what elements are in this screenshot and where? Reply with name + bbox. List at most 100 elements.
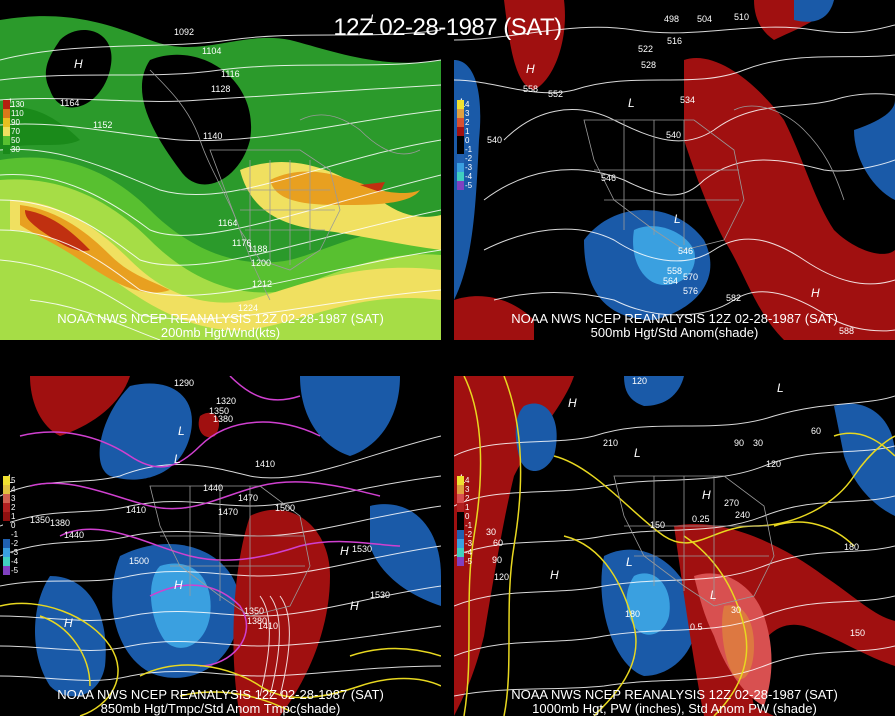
legend-swatch [3, 539, 10, 549]
map-main-title: 12Z 02-28-1987 (SAT) [333, 14, 562, 41]
legend-label: 0 [465, 512, 470, 522]
legend-swatch [457, 154, 464, 164]
panel-caption-source: NOAA NWS NCEP REANALYSIS 12Z 02-28-1987 … [57, 311, 384, 326]
legend-swatch [457, 100, 464, 110]
contour-label: 90 [734, 438, 745, 448]
contour-label: 576 [683, 286, 699, 296]
legend-label: 4 [465, 476, 470, 486]
legend-entry: -3 [3, 548, 19, 558]
legend-entry: -1 [457, 145, 473, 155]
legend-label: -2 [465, 154, 473, 164]
contour-label: 1440 [64, 530, 85, 540]
contour-label: 30 [753, 438, 764, 448]
contour-label: 1164 [60, 98, 80, 108]
legend-swatch [457, 172, 464, 182]
legend-swatch [3, 485, 10, 495]
legend-label: 2 [11, 503, 16, 513]
legend-swatch [3, 145, 10, 155]
legend-entry: 70 [3, 127, 20, 137]
legend-label: -3 [465, 163, 473, 173]
legend-swatch [3, 548, 10, 558]
contour-label: 90 [492, 555, 503, 565]
legend-label: 1 [465, 503, 470, 513]
legend-swatch [3, 503, 10, 513]
legend-label: 3 [11, 494, 16, 504]
panel-200mb: 130 110 90 70 50 30 L H L 1092 1104 1116 1128… [0, 0, 441, 340]
legend-label: -3 [465, 539, 473, 549]
legend-label: 3 [465, 109, 470, 119]
contour-label: 1470 [238, 493, 259, 503]
contour-label: 1410 [255, 459, 276, 469]
contour-label: 1470 [218, 507, 239, 517]
legend-swatch [457, 503, 464, 513]
contour-label: 1188 [248, 244, 268, 254]
legend-entry: 3 [457, 485, 473, 495]
contour-label: 528 [641, 60, 657, 70]
contour-label: 552 [548, 89, 564, 99]
legend-entry: -4 [457, 172, 473, 182]
low-pressure-marker: L [7, 472, 14, 486]
wind-speed-legend: 130 110 90 70 50 30 [3, 100, 24, 155]
legend-label: 3 [465, 485, 470, 495]
legend-swatch [3, 100, 10, 110]
low-pressure-marker: L [634, 446, 641, 460]
contour-label: 558 [667, 266, 683, 276]
contour-label: 582 [726, 293, 742, 303]
legend-entry: 0 [457, 512, 473, 522]
pw-anom-legend: 4 3 2 1 0 -1 -2 -3 -4 -5 [457, 476, 473, 567]
legend-swatch [3, 521, 10, 531]
legend-label: 2 [465, 494, 470, 504]
panel-850mb: 5 4 3 2 1 0 -1 -2 -3 -4 -5 L L L H H H H 1290 1320… [0, 376, 441, 716]
legend-swatch [3, 118, 10, 128]
legend-entry: -4 [457, 548, 473, 558]
legend-label: -4 [465, 548, 473, 558]
contour-label: 150 [850, 628, 866, 638]
legend-label: 2 [465, 118, 470, 128]
map-850mb [0, 376, 441, 716]
legend-swatch [457, 494, 464, 504]
legend-swatch [3, 136, 10, 146]
legend-label: 4 [465, 100, 470, 110]
legend-swatch [457, 539, 464, 549]
contour-label: 1164 [218, 218, 238, 228]
high-pressure-marker: H [526, 62, 535, 76]
legend-swatch [3, 566, 10, 576]
contour-label: 540 [666, 130, 682, 140]
contour-label: 1320 [216, 396, 237, 406]
legend-entry: 1 [457, 127, 473, 137]
legend-label: -3 [11, 548, 19, 558]
contour-label: 546 [601, 173, 617, 183]
high-pressure-marker: H [350, 599, 359, 613]
legend-swatch [3, 476, 10, 486]
panel-caption-field: 1000mb Hgt, PW (inches), Std Anom PW (sh… [532, 701, 817, 716]
legend-entry: 1 [457, 503, 473, 513]
legend-swatch [457, 557, 464, 567]
low-pressure-marker: L [174, 452, 181, 466]
legend-label: -1 [465, 521, 473, 531]
legend-label: -1 [11, 530, 19, 540]
low-pressure-marker: L [8, 96, 15, 110]
contour-label: 570 [683, 272, 699, 282]
legend-swatch [3, 109, 10, 119]
legend-label: -2 [465, 530, 473, 540]
legend-swatch [3, 494, 10, 504]
legend-label: 5 [11, 476, 16, 486]
legend-swatch [457, 485, 464, 495]
contour-label: 1104 [202, 46, 222, 56]
legend-entry: 4 [3, 485, 19, 495]
legend-swatch [457, 181, 464, 191]
legend-swatch [457, 476, 464, 486]
legend-entry: 0 [457, 136, 473, 146]
contour-label: 546 [678, 246, 694, 256]
high-pressure-marker: H [568, 396, 577, 410]
low-pressure-marker: L [628, 96, 635, 110]
legend-label: -1 [465, 145, 473, 155]
contour-label: 240 [735, 510, 751, 520]
legend-entry: -4 [3, 557, 19, 567]
contour-label: 120 [632, 376, 648, 386]
legend-entry: -1 [3, 530, 19, 540]
legend-swatch [457, 118, 464, 128]
map-1000mb [454, 376, 895, 716]
